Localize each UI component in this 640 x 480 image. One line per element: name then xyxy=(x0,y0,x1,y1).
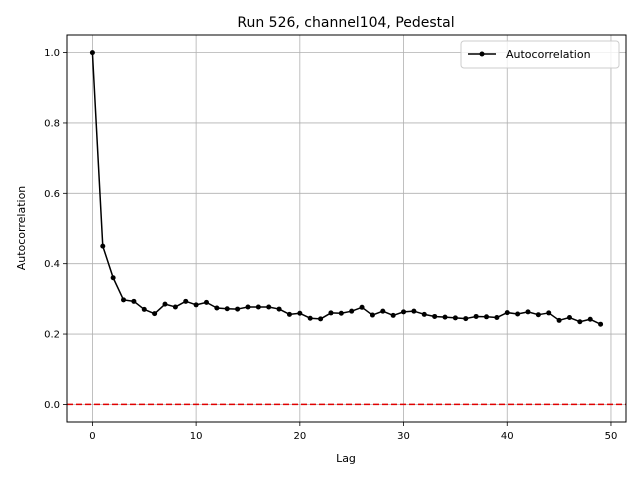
data-point xyxy=(442,314,448,320)
legend: Autocorrelation xyxy=(460,40,620,69)
data-point xyxy=(307,315,313,321)
data-point xyxy=(152,311,158,317)
x-tick-label: 40 xyxy=(501,431,514,442)
data-point xyxy=(390,312,396,318)
data-point xyxy=(235,306,241,312)
data-point xyxy=(566,315,572,321)
data-point xyxy=(380,308,386,314)
x-tick-label: 0 xyxy=(89,431,95,442)
data-point xyxy=(359,304,365,310)
data-point xyxy=(286,311,292,317)
data-point xyxy=(203,299,209,305)
data-point xyxy=(328,310,334,316)
data-point xyxy=(224,306,230,312)
data-point xyxy=(401,309,407,315)
y-axis-label: Autocorrelation xyxy=(15,186,28,271)
data-point xyxy=(183,298,189,304)
data-point xyxy=(369,312,375,318)
data-point xyxy=(556,317,562,323)
data-point xyxy=(432,313,438,319)
series-line xyxy=(91,52,601,325)
data-point xyxy=(535,312,541,318)
data-point xyxy=(463,316,469,322)
y-tick-label: 0.8 xyxy=(44,118,60,129)
legend-marker xyxy=(479,51,485,57)
data-point xyxy=(193,302,199,308)
data-point xyxy=(546,310,552,316)
data-point xyxy=(598,321,604,327)
x-tick-label: 50 xyxy=(605,431,618,442)
y-tick-label: 1.0 xyxy=(44,48,60,59)
data-point xyxy=(121,297,127,303)
legend-label: Autocorrelation xyxy=(506,48,591,61)
data-point xyxy=(297,310,303,316)
data-point xyxy=(141,306,147,312)
x-tick-label: 10 xyxy=(190,431,203,442)
data-point xyxy=(100,243,106,249)
y-axis-ticks: 0.0 0.2 0.4 0.6 0.8 1.0 xyxy=(44,48,67,411)
y-tick-label: 0.2 xyxy=(44,330,60,341)
data-point xyxy=(266,304,272,310)
data-point xyxy=(421,311,427,317)
data-point xyxy=(504,310,510,316)
data-point xyxy=(515,311,521,317)
y-tick-label: 0.4 xyxy=(44,259,60,270)
data-point xyxy=(338,310,344,316)
data-point xyxy=(89,50,95,56)
data-point xyxy=(411,308,417,314)
data-point xyxy=(255,304,261,310)
data-point xyxy=(276,306,282,312)
data-point xyxy=(587,316,593,322)
chart-title: Run 526, channel104, Pedestal xyxy=(237,15,454,31)
data-point xyxy=(452,315,458,321)
legend-box xyxy=(460,40,620,69)
data-point xyxy=(214,305,220,311)
plot-area-frame xyxy=(66,34,627,423)
data-point xyxy=(318,316,324,322)
y-tick-label: 0.0 xyxy=(44,400,60,411)
x-axis-label: Lag xyxy=(336,452,356,465)
data-point xyxy=(494,315,500,321)
grid xyxy=(67,35,626,422)
data-series xyxy=(89,50,604,327)
data-point xyxy=(349,308,355,314)
data-point xyxy=(525,309,531,315)
data-point xyxy=(172,304,178,310)
data-point xyxy=(484,314,490,320)
data-point xyxy=(162,301,168,307)
x-tick-label: 20 xyxy=(293,431,306,442)
x-tick-label: 30 xyxy=(397,431,410,442)
x-axis-ticks: 0 10 20 30 40 50 xyxy=(89,422,617,442)
data-point xyxy=(131,298,137,304)
data-point xyxy=(110,275,116,281)
data-point xyxy=(245,304,251,310)
data-point xyxy=(577,319,583,325)
data-point xyxy=(473,313,479,319)
y-tick-label: 0.6 xyxy=(44,189,60,200)
